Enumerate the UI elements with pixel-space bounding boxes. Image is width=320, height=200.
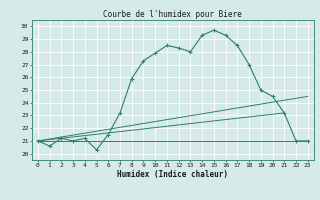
Title: Courbe de l'humidex pour Biere: Courbe de l'humidex pour Biere: [103, 10, 242, 19]
X-axis label: Humidex (Indice chaleur): Humidex (Indice chaleur): [117, 170, 228, 179]
